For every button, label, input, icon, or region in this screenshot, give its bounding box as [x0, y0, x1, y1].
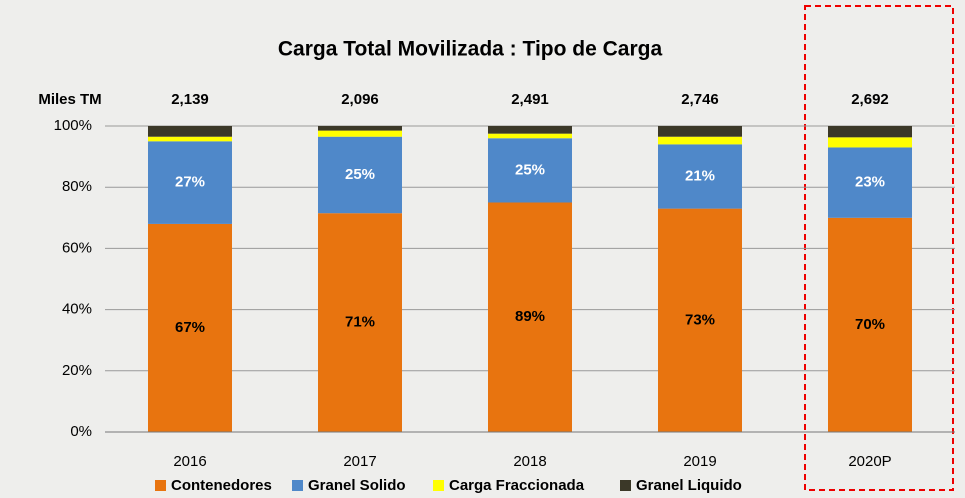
total-label: 2,096 — [341, 91, 379, 108]
bar-segment — [148, 223, 232, 432]
legend-label: Granel Liquido — [636, 477, 742, 494]
x-tick-label: 2020P — [848, 453, 891, 470]
data-label: 71% — [345, 314, 375, 331]
y-tick-label: 0% — [70, 423, 92, 440]
data-label: 89% — [515, 308, 545, 325]
legend-swatch — [433, 480, 444, 491]
totals-label: Miles TM — [38, 91, 101, 108]
y-tick-label: 100% — [54, 117, 92, 134]
legend-swatch — [620, 480, 631, 491]
total-label: 2,746 — [681, 91, 719, 108]
bar-segment — [658, 208, 742, 432]
bar-segment — [828, 126, 912, 138]
total-label: 2,491 — [511, 91, 549, 108]
data-label: 21% — [685, 167, 715, 184]
x-tick-label: 2018 — [513, 453, 546, 470]
y-tick-label: 80% — [62, 178, 92, 195]
x-tick-label: 2019 — [683, 453, 716, 470]
legend-label: Contenedores — [171, 477, 272, 494]
legend-swatch — [292, 480, 303, 491]
bar-segment — [148, 136, 232, 142]
bar-segment — [318, 136, 402, 214]
data-label: 25% — [345, 166, 375, 183]
total-label: 2,139 — [171, 91, 209, 108]
y-tick-label: 60% — [62, 239, 92, 256]
bar-segment — [488, 138, 572, 203]
bar-segment — [658, 136, 742, 145]
chart-title: Carga Total Movilizada : Tipo de Carga — [278, 38, 663, 61]
bar-segment — [488, 133, 572, 139]
data-label: 73% — [685, 311, 715, 328]
data-label: 23% — [855, 174, 885, 191]
y-tick-label: 40% — [62, 301, 92, 318]
bar-segment — [318, 213, 402, 432]
data-label: 27% — [175, 174, 205, 191]
legend-label: Granel Solido — [308, 477, 406, 494]
bar-segment — [488, 126, 572, 134]
bar-segment — [828, 217, 912, 432]
total-label: 2,692 — [851, 91, 889, 108]
x-tick-label: 2017 — [343, 453, 376, 470]
bar-segment — [148, 126, 232, 137]
y-tick-label: 20% — [62, 362, 92, 379]
bar-segment — [828, 147, 912, 218]
data-label: 70% — [855, 316, 885, 333]
x-tick-label: 2016 — [173, 453, 206, 470]
bar-segment — [318, 130, 402, 137]
bar-segment — [658, 126, 742, 137]
legend-label: Carga Fraccionada — [449, 477, 585, 494]
legend-swatch — [155, 480, 166, 491]
data-label: 25% — [515, 161, 545, 178]
data-label: 67% — [175, 319, 205, 336]
bar-segment — [658, 144, 742, 209]
bar-segment — [318, 126, 402, 131]
bar-segment — [828, 137, 912, 148]
bar-segment — [488, 202, 572, 432]
bar-segment — [148, 141, 232, 224]
